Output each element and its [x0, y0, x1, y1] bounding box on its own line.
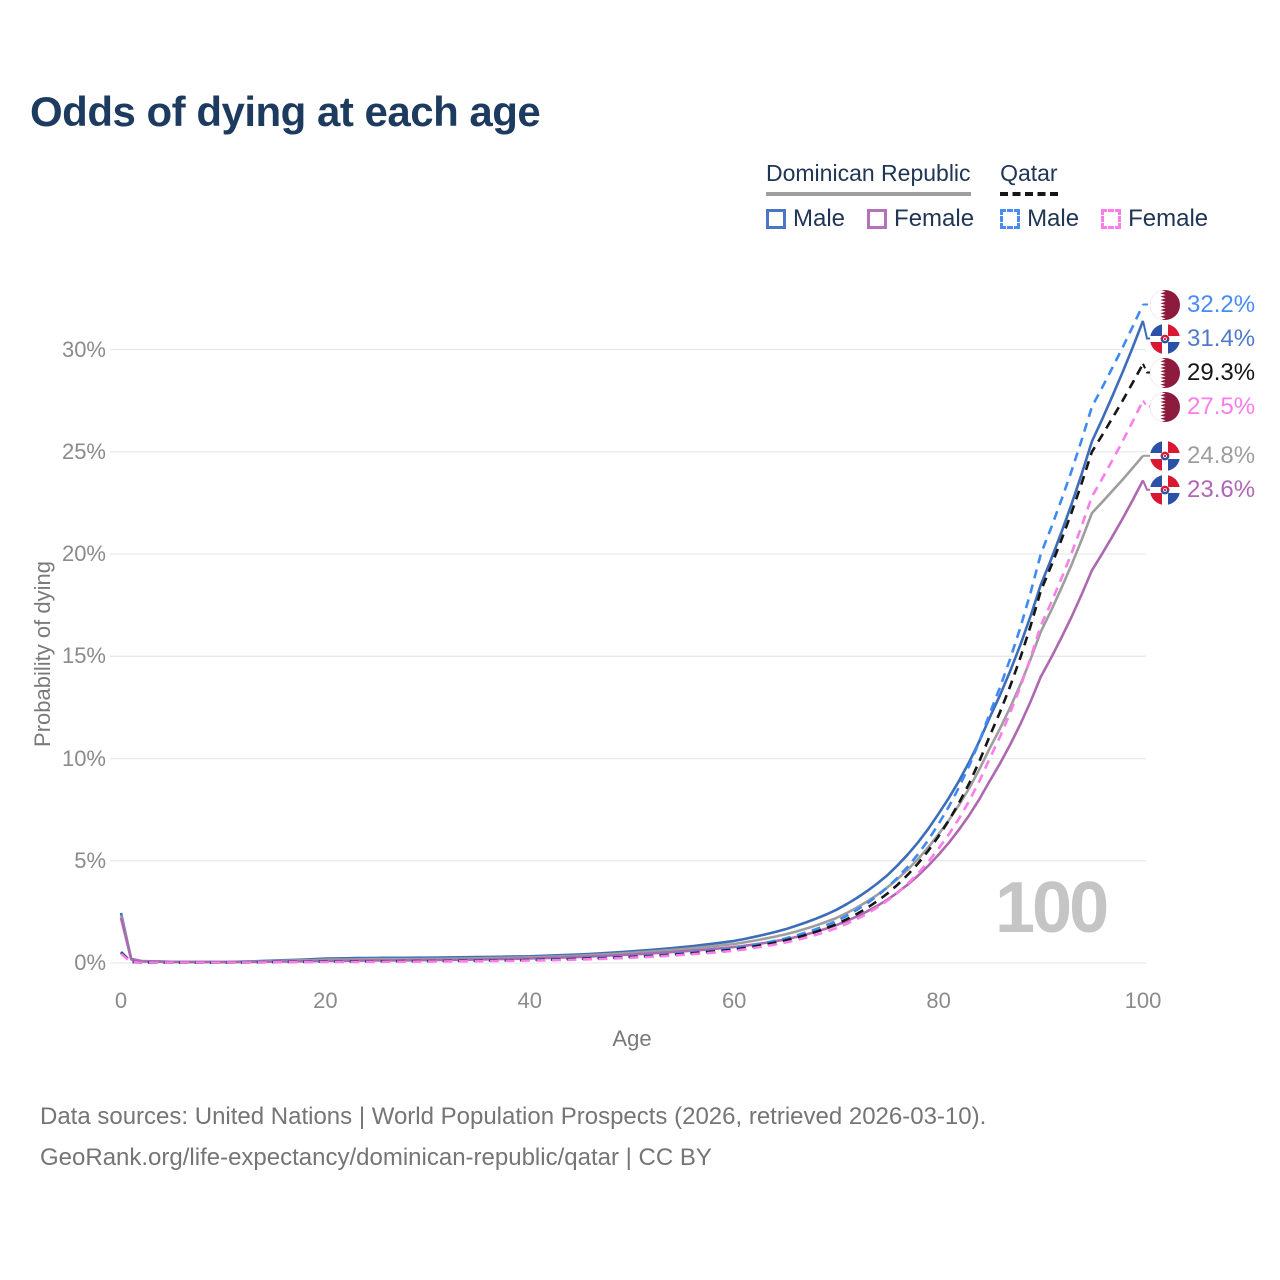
qatar-flag-icon: [1150, 289, 1180, 320]
end-label-dominican-republic-combined: 24.8%: [1150, 440, 1255, 472]
flag-graphic: [1150, 289, 1180, 320]
x-tick-label: 100: [1124, 988, 1162, 1013]
legend-item-label: Female: [1128, 205, 1209, 232]
end-label-value: 32.2%: [1187, 290, 1256, 318]
end-label-value: 31.4%: [1187, 324, 1256, 352]
footer-data-sources: Data sources: United Nations | World Pop…: [40, 1103, 987, 1130]
legend-item-label: Male: [793, 205, 846, 232]
x-tick-label: 0: [114, 988, 128, 1013]
series-line-qatar-male: [120, 303, 1145, 964]
series-line-qatar-female: [120, 400, 1145, 964]
legend-item-label: Male: [1027, 205, 1080, 232]
series-line-qatar-combined: [120, 363, 1145, 964]
page-title: Odds of dying at each age: [30, 88, 541, 135]
legend-swatch-icon: [766, 209, 786, 229]
legend-item-dominican-republic-male[interactable]: Male: [766, 205, 845, 233]
y-tick-label: 0%: [74, 950, 106, 975]
flag-graphic: [1150, 323, 1180, 354]
legend-swatch-icon: [1101, 209, 1122, 229]
legend-group-qatar: Qatar Male Female: [1000, 160, 1208, 233]
series-line-dominican-republic-male: [119, 320, 1145, 964]
legend-group-title: Dominican Republic: [766, 160, 971, 196]
legend-item-dominican-republic-female[interactable]: Female: [867, 205, 974, 233]
flag-graphic: [1150, 391, 1180, 422]
end-label-value: 29.3%: [1187, 358, 1256, 386]
legend-items: Male Female: [766, 205, 974, 233]
y-tick-label: 5%: [74, 847, 106, 873]
end-label-qatar-female: 27.5%: [1150, 391, 1255, 423]
series-line-dominican-republic-combined: [119, 454, 1144, 964]
y-tick-label: 20%: [61, 541, 106, 566]
legend-swatch-icon: [867, 209, 888, 229]
x-axis-title: Age: [612, 1026, 652, 1051]
y-tick-label: 30%: [61, 336, 106, 362]
end-label-qatar-male: 32.2%: [1150, 289, 1255, 321]
legend-group-title: Qatar: [1000, 160, 1058, 196]
end-label-value: 23.6%: [1187, 475, 1256, 503]
legend-item-qatar-female[interactable]: Female: [1101, 205, 1208, 233]
series-line-dominican-republic-female: [119, 479, 1145, 964]
x-tick-label: 20: [313, 988, 338, 1013]
qatar-flag-icon: [1150, 391, 1180, 422]
flag-graphic: [1150, 357, 1180, 388]
legend-item-qatar-male[interactable]: Male: [1000, 205, 1079, 233]
legend-swatch-icon: [1000, 209, 1021, 229]
x-tick-label: 80: [926, 988, 951, 1013]
dominican-republic-flag-icon: [1150, 323, 1180, 354]
legend-items: Male Female: [1000, 205, 1208, 233]
legend: Dominican Republic Male Female Qatar Male Fem…: [766, 160, 1208, 233]
y-tick-label: 15%: [61, 643, 106, 669]
legend-item-label: Female: [894, 205, 975, 232]
end-label-value: 24.8%: [1187, 441, 1256, 469]
end-label-dominican-republic-male: 31.4%: [1150, 323, 1255, 355]
end-label-dominican-republic-female: 23.6%: [1150, 474, 1255, 506]
legend-group-dominican-republic: Dominican Republic Male Female: [766, 160, 974, 233]
flag-graphic: [1150, 440, 1180, 471]
y-tick-label: 25%: [61, 438, 106, 464]
footer: Data sources: United Nations | World Pop…: [40, 1096, 986, 1178]
age-watermark: 100: [995, 868, 1109, 948]
dominican-republic-flag-icon: [1150, 474, 1180, 505]
x-tick-label: 60: [721, 988, 747, 1013]
end-label-qatar-combined: 29.3%: [1150, 357, 1255, 389]
qatar-flag-icon: [1150, 357, 1180, 388]
x-tick-label: 40: [517, 988, 543, 1013]
y-tick-label: 10%: [61, 745, 106, 771]
flag-graphic: [1150, 474, 1180, 505]
footer-attribution: GeoRank.org/life-expectancy/dominican-re…: [40, 1144, 712, 1171]
end-label-value: 27.5%: [1187, 392, 1256, 420]
dominican-republic-flag-icon: [1150, 440, 1180, 471]
